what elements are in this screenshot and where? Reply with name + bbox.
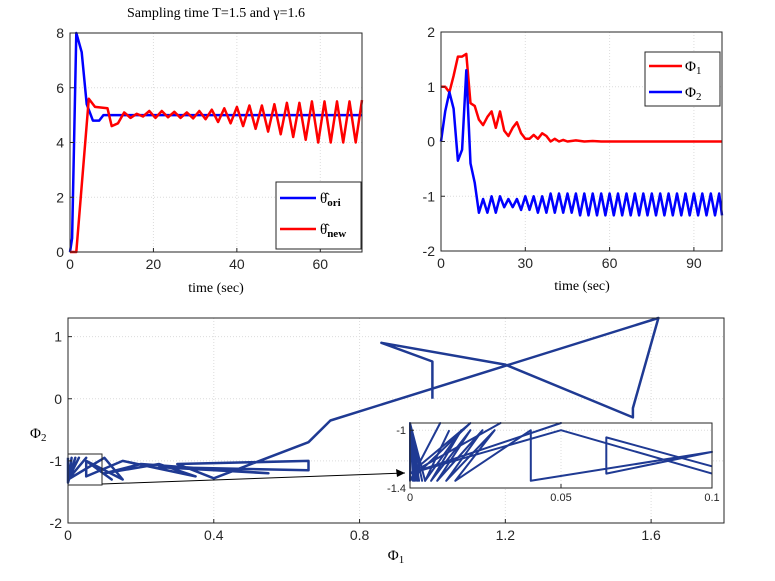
inset-series-line-0 bbox=[409, 422, 713, 482]
p3-y-label-main: Φ bbox=[30, 426, 41, 442]
p2-ytick-label-0: -2 bbox=[423, 243, 436, 259]
p1-legend-sub-new: new bbox=[327, 228, 346, 240]
p1-legend-box bbox=[275, 181, 362, 250]
p1-xtick-label-3: 60 bbox=[312, 256, 328, 272]
p3-ytick-label-1: -1 bbox=[50, 453, 63, 469]
p2-xtick-label-3: 90 bbox=[686, 255, 702, 271]
p2-legend-main-phi2: Φ bbox=[685, 85, 696, 101]
p3-series-group bbox=[66, 316, 660, 484]
p1-legend-label-new: θ̂new bbox=[320, 222, 346, 240]
p1-ytick-label-0: 0 bbox=[56, 244, 64, 260]
p3-series-line-0 bbox=[66, 316, 660, 484]
p3-xtick-label-0: 0 bbox=[64, 527, 72, 543]
p3-axes-box bbox=[67, 317, 725, 524]
p2-legend-sub-phi2: 2 bbox=[696, 91, 702, 103]
p2-legend: Φ1 Φ2 bbox=[644, 51, 721, 107]
p2-legend-main-phi1: Φ bbox=[685, 59, 696, 75]
p1-legend-main-ori: θ̂ bbox=[320, 191, 330, 207]
p3-tick-group: 0 0.4 0.8 1.2 1.6 -2 -1 0 1 bbox=[50, 329, 662, 543]
p1-xtick-label-2: 40 bbox=[229, 256, 245, 272]
p1-ytick-label-3: 6 bbox=[56, 80, 64, 96]
p2-legend-sub-phi1: 1 bbox=[696, 65, 702, 77]
p2-ytick-label-3: 1 bbox=[427, 79, 435, 95]
panel-phase-portrait: 0 0.4 0.8 1.2 1.6-2-101 Φ1 Φ2 0 0.05 0.1-1.4-1 bbox=[30, 316, 725, 566]
p3-ytick-label-3: 1 bbox=[54, 329, 62, 345]
inset-ytick-label-1: -1 bbox=[396, 425, 406, 437]
p1-xtick-label-1: 20 bbox=[146, 256, 162, 272]
inset-tick-group: 0 0.05 0.1 -1.4 -1 bbox=[387, 425, 720, 504]
zoom-arrow-head bbox=[396, 469, 405, 477]
p2-ytick-label-4: 2 bbox=[427, 24, 435, 40]
p1-ytick-label-4: 8 bbox=[56, 25, 64, 41]
p3-x-axis-label: Φ1 bbox=[388, 548, 404, 566]
p3-xtick-label-4: 1.6 bbox=[641, 527, 661, 543]
inset-xtick-label-1: 0.05 bbox=[550, 492, 571, 504]
p1-ytick-label-2: 4 bbox=[56, 135, 64, 151]
p2-xtick-label-1: 30 bbox=[518, 255, 534, 271]
p3-ytick-label-2: 0 bbox=[54, 391, 62, 407]
inset-xtick-label-0: 0 bbox=[407, 492, 413, 504]
p2-series-line-1 bbox=[439, 69, 724, 217]
inset-series-group bbox=[409, 422, 713, 482]
p2-tick-group: 0 30 60 90 -2 -1 0 1 2 bbox=[423, 24, 702, 271]
p2-xtick-label-0: 0 bbox=[437, 255, 445, 271]
p1-legend-label-ori: θ̂ori bbox=[320, 191, 341, 209]
p1-legend-main-new: θ̂ bbox=[320, 222, 330, 238]
p1-tick-group: 0 20 40 60 0 2 4 6 8 bbox=[56, 25, 328, 272]
panel-theta: Sampling time T=1.5 and γ=1.6 0 20 40 60 0 2 4… bbox=[56, 6, 364, 296]
p1-legend: θ̂ori θ̂new bbox=[275, 181, 362, 250]
p3-y-label-sub: 2 bbox=[41, 432, 47, 444]
p2-series-line-0 bbox=[441, 52, 722, 143]
p2-xtick-label-2: 60 bbox=[602, 255, 618, 271]
p2-legend-box bbox=[644, 51, 721, 107]
chart-title: Sampling time T=1.5 and γ=1.6 bbox=[127, 6, 305, 21]
p3-y-axis-label: Φ2 bbox=[30, 426, 46, 444]
p2-legend-label-phi1: Φ1 bbox=[685, 59, 701, 77]
p3-xtick-label-1: 0.4 bbox=[204, 527, 224, 543]
p3-x-label-main: Φ bbox=[388, 548, 399, 564]
p2-ytick-label-1: -1 bbox=[423, 188, 436, 204]
p1-legend-sub-ori: ori bbox=[327, 197, 340, 209]
p1-series-line-1 bbox=[70, 97, 364, 254]
p3-ytick-label-0: -2 bbox=[50, 515, 63, 531]
zoom-arrow-line bbox=[101, 472, 406, 485]
p1-x-axis-label: time (sec) bbox=[188, 281, 244, 296]
inset-xtick-label-2: 0.1 bbox=[704, 492, 719, 504]
p2-x-axis-label: time (sec) bbox=[554, 279, 610, 294]
p2-series-group bbox=[439, 52, 724, 217]
p3-x-label-sub: 1 bbox=[399, 554, 405, 566]
p1-series-group bbox=[68, 31, 364, 254]
p1-series-line-0 bbox=[68, 31, 362, 253]
inset-series-line-1 bbox=[424, 429, 713, 482]
inset-plot: 0 0.05 0.1 -1.4 -1 bbox=[387, 422, 720, 504]
p1-xtick-label-0: 0 bbox=[66, 256, 74, 272]
p2-legend-label-phi2: Φ2 bbox=[685, 85, 701, 103]
p3-xtick-label-3: 1.2 bbox=[496, 527, 516, 543]
p1-ytick-label-1: 2 bbox=[56, 189, 64, 205]
p3-xtick-label-2: 0.8 bbox=[350, 527, 370, 543]
zoom-region-box bbox=[67, 453, 103, 486]
inset-ytick-label-0: -1.4 bbox=[387, 483, 406, 495]
p2-ytick-label-2: 0 bbox=[427, 134, 435, 150]
